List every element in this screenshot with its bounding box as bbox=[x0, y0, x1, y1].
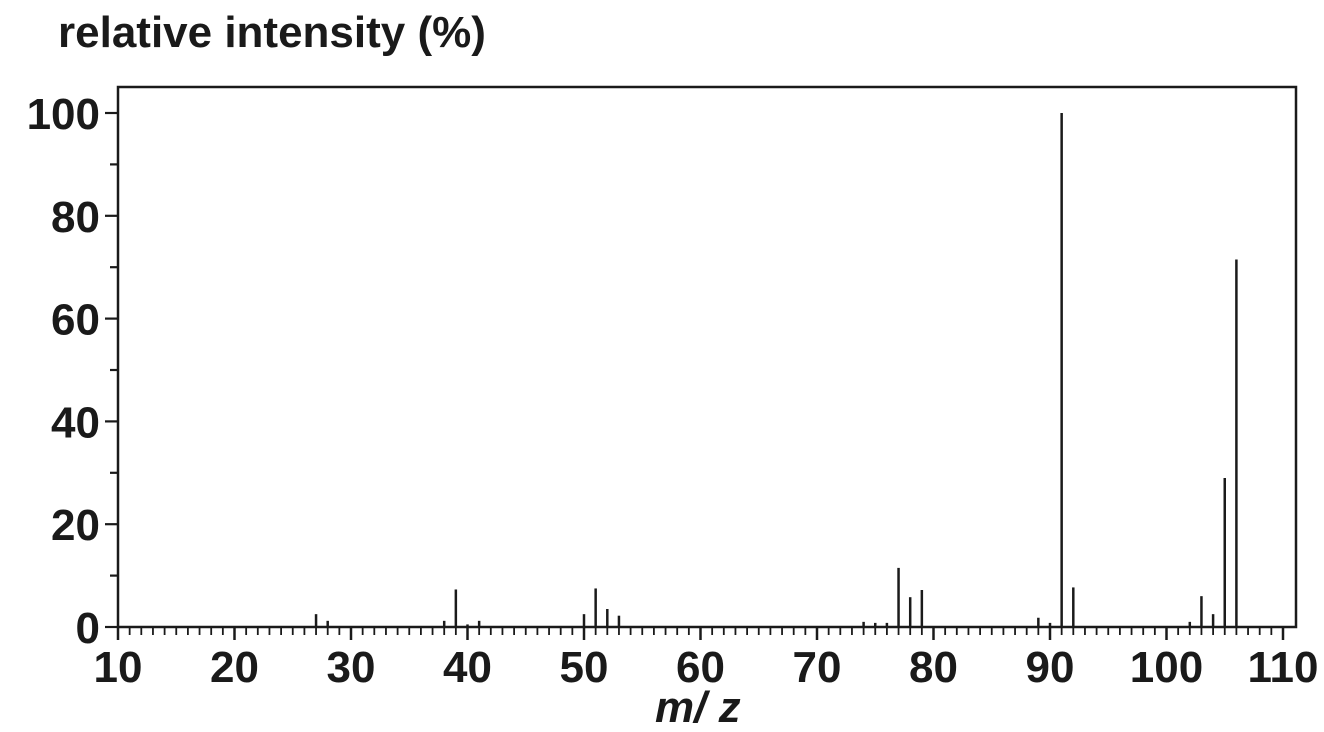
x-tick-label: 100 bbox=[1130, 643, 1203, 692]
y-tick-label: 80 bbox=[51, 193, 100, 242]
y-tick-label: 60 bbox=[51, 296, 100, 345]
x-tick-label: 50 bbox=[560, 643, 609, 692]
x-tick-label: 10 bbox=[94, 643, 143, 692]
x-tick-label: 90 bbox=[1026, 643, 1075, 692]
y-tick-label: 40 bbox=[51, 398, 100, 447]
y-tick-label: 0 bbox=[76, 604, 100, 653]
x-tick-label: 110 bbox=[1248, 643, 1319, 692]
x-tick-label: 30 bbox=[327, 643, 376, 692]
x-tick-label: 40 bbox=[443, 643, 492, 692]
x-tick-label: 60 bbox=[676, 643, 725, 692]
y-tick-label: 100 bbox=[27, 90, 100, 139]
x-tick-label: 20 bbox=[210, 643, 259, 692]
x-tick-label: 70 bbox=[793, 643, 842, 692]
x-axis-title: m/ z bbox=[655, 683, 741, 732]
x-tick-label: 80 bbox=[909, 643, 958, 692]
y-tick-label: 20 bbox=[51, 501, 100, 550]
y-axis-title: relative intensity (%) bbox=[58, 8, 486, 57]
plot-frame bbox=[116, 85, 1298, 629]
